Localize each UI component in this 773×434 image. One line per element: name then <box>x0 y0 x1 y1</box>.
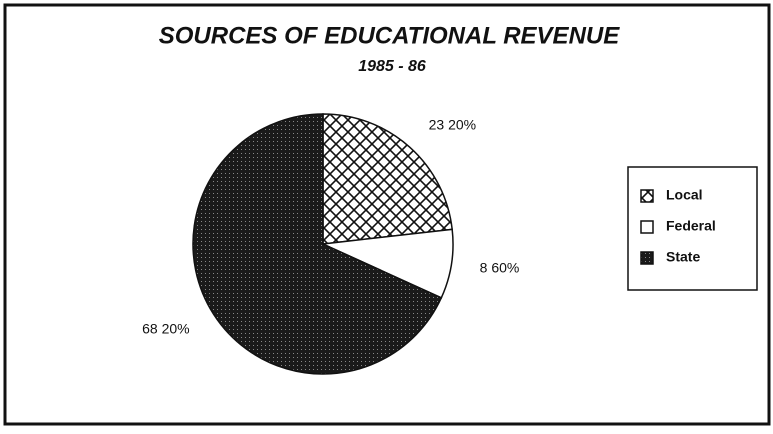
pie-slice <box>322 113 453 245</box>
data-label: 8 60% <box>480 260 520 276</box>
frame <box>3 3 771 426</box>
legend-label: Local <box>666 187 703 203</box>
chart-title: SOURCES OF EDUCATIONAL REVENUE <box>159 22 620 49</box>
legend-label: Federal <box>666 218 716 234</box>
legend-swatch <box>640 251 654 265</box>
legend-swatch <box>640 189 654 203</box>
legend-label: State <box>666 249 700 265</box>
legend-swatch <box>640 220 654 234</box>
data-label: 23 20% <box>429 116 476 132</box>
pie-slice <box>192 113 443 375</box>
chart-subtitle: 1985 - 86 <box>358 58 426 75</box>
data-label: 68 20% <box>142 321 189 337</box>
